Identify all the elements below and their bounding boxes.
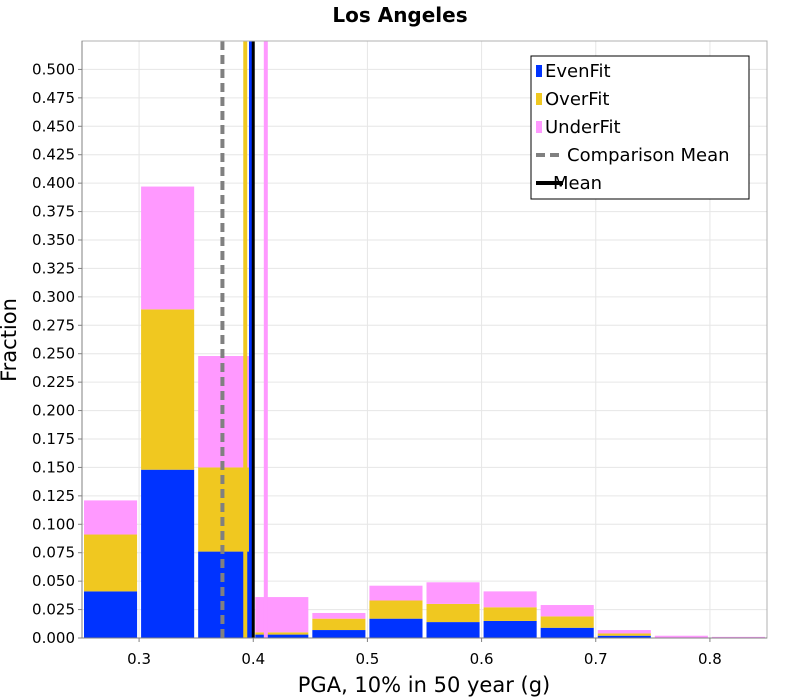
bar-underfit	[426, 582, 480, 604]
bar-overfit	[312, 618, 366, 631]
legend-label-mean: Mean	[553, 173, 602, 194]
bar-underfit	[84, 500, 138, 535]
bar-underfit	[711, 636, 765, 638]
bar-evenfit	[312, 630, 366, 638]
x-tick-label: 0.4	[241, 650, 265, 668]
bar-overfit	[597, 633, 651, 636]
plot-frame	[81, 40, 768, 639]
bar-overfit	[483, 607, 537, 621]
y-tick-label: 0.200	[32, 402, 75, 420]
legend-swatch-underfit	[536, 121, 542, 133]
legend-label-overfit: OverFit	[545, 89, 609, 110]
bar-underfit	[654, 635, 708, 638]
bar-underfit	[255, 597, 309, 633]
bar-overfit	[198, 467, 252, 552]
y-tick-label: 0.225	[32, 373, 75, 391]
y-tick-label: 0.400	[32, 174, 75, 192]
y-tick-label: 0.175	[32, 430, 75, 448]
legend-label-evenfit: EvenFit	[545, 61, 611, 82]
bar-underfit	[483, 591, 537, 608]
y-tick-label: 0.100	[32, 515, 75, 533]
bar-evenfit	[483, 620, 537, 638]
y-tick-label: 0.300	[32, 288, 75, 306]
y-tick-label: 0.425	[32, 146, 75, 164]
bar-evenfit	[198, 551, 252, 638]
legend-swatch-overfit	[536, 93, 542, 105]
y-tick-label: 0.325	[32, 259, 75, 277]
y-tick-label: 0.450	[32, 117, 75, 135]
bar-evenfit	[597, 635, 651, 638]
bar-underfit	[369, 585, 423, 601]
bar-evenfit	[369, 618, 423, 638]
bar-evenfit	[540, 627, 594, 638]
x-axis-label: PGA, 10% in 50 year (g)	[298, 673, 550, 697]
y-tick-label: 0.250	[32, 345, 75, 363]
legend: EvenFit OverFit UnderFit Comparison Mean Mea…	[530, 55, 750, 200]
x-tick-label: 0.6	[470, 650, 494, 668]
bar-overfit	[141, 309, 195, 470]
y-tick-label: 0.350	[32, 231, 75, 249]
chart-title: Los Angeles	[332, 3, 467, 27]
bar-evenfit	[426, 622, 480, 638]
bar-underfit	[540, 605, 594, 617]
y-tick-label: 0.025	[32, 601, 75, 619]
y-tick-label: 0.150	[32, 458, 75, 476]
y-tick-label: 0.500	[32, 60, 75, 78]
x-tick-label: 0.5	[355, 650, 379, 668]
x-tick-label: 0.8	[698, 650, 722, 668]
bar-evenfit	[255, 634, 309, 638]
y-tick-label: 0.125	[32, 487, 75, 505]
y-tick-label: 0.000	[32, 629, 75, 647]
legend-label-underfit: UnderFit	[545, 117, 621, 138]
x-tick-label: 0.3	[127, 650, 151, 668]
vertical-lines	[220, 41, 268, 638]
y-tick-label: 0.375	[32, 203, 75, 221]
bar-overfit	[426, 603, 480, 623]
legend-label-comparison-mean: Comparison Mean	[567, 145, 730, 166]
bar-evenfit	[84, 591, 138, 638]
bar-underfit	[312, 612, 366, 619]
y-axis-label: Fraction	[0, 298, 21, 382]
x-axis: 0.3 0.4 0.5 0.6 0.7 0.8	[127, 638, 722, 668]
x-tick-label: 0.7	[584, 650, 608, 668]
y-axis: 0.000 0.025 0.050 0.075 0.100 0.125 0.150 0.175…	[32, 60, 82, 647]
y-tick-label: 0.050	[32, 572, 75, 590]
bar-underfit	[141, 186, 195, 310]
bar-underfit	[597, 630, 651, 634]
bar-overfit	[84, 534, 138, 592]
bar-overfit	[540, 616, 594, 628]
legend-swatch-evenfit	[536, 65, 542, 77]
bar-overfit	[369, 600, 423, 619]
bar-evenfit	[141, 469, 195, 638]
bar-overfit	[255, 632, 309, 635]
y-tick-label: 0.275	[32, 316, 75, 334]
legend-box	[530, 55, 750, 200]
bar-underfit	[198, 355, 252, 468]
bars	[84, 186, 765, 638]
y-tick-label: 0.475	[32, 89, 75, 107]
y-tick-label: 0.075	[32, 544, 75, 562]
